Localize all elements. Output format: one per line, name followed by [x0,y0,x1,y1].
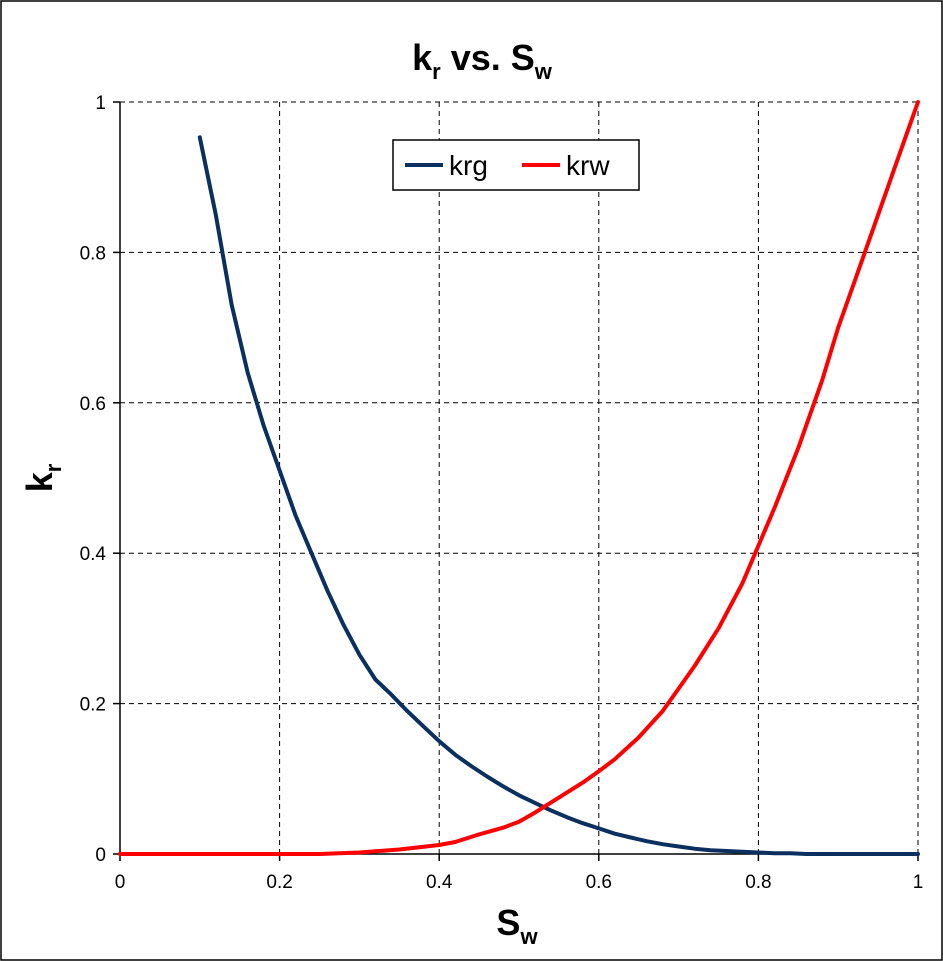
y-tick-label: 1 [95,93,106,114]
x-tick-label: 0.2 [266,872,292,893]
series-line-krg [197,135,920,856]
x-tick-label: 0.4 [426,872,453,893]
chart-title: kr vs. Sw [412,37,553,84]
x-tick-label: 0.6 [586,872,612,893]
title-w-subscript: w [534,59,553,84]
y-tick-label: 0.8 [80,243,106,264]
title-k: k [412,37,433,78]
x-tick-label: 0.8 [745,872,771,893]
y-tick-label: 0.2 [80,695,106,716]
title-s: S [511,37,535,78]
x-tick-label: 1 [913,872,924,893]
y-tick-label: 0.6 [80,394,106,415]
legend: krg krw [392,139,640,191]
tick-labels: 0 0.2 0.4 0.6 0.8 1 0 0.2 0.4 0.6 0.8 1 [80,93,924,893]
grid-layer [120,101,919,854]
y-title-r-subscript: r [41,463,66,472]
y-tick-label: 0.4 [80,544,107,565]
y-tick-label: 0 [95,845,106,866]
legend-label-krw: krw [566,150,610,181]
x-tick-label: 0 [115,872,126,893]
y-axis-title: kr [19,463,66,492]
title-vs: vs. [441,37,511,78]
series-layer [118,100,920,856]
x-axis-title: Sw [496,902,538,949]
legend-label-krg: krg [449,150,488,181]
x-title-s: S [496,902,520,943]
title-r-subscript: r [432,59,441,84]
series-line-krw [118,100,920,856]
x-title-w-subscript: w [519,924,538,949]
y-title-k: k [19,471,60,492]
